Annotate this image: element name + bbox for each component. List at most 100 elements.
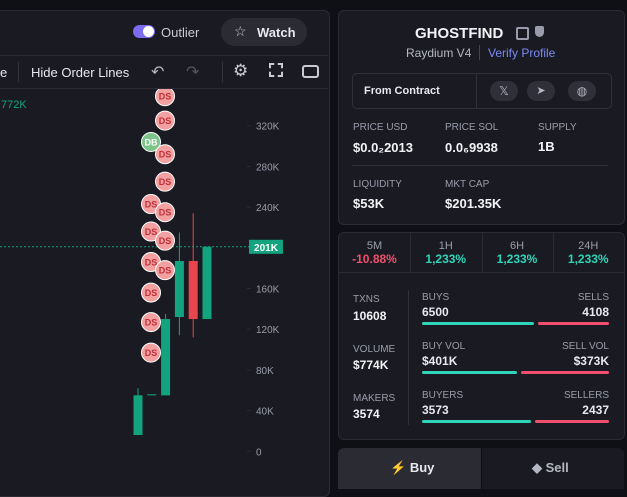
candle-body	[161, 319, 171, 396]
last-price-box	[249, 239, 283, 254]
separator	[18, 62, 19, 82]
token-name: GHOSTFIND	[415, 25, 504, 42]
buy-button[interactable]: ⚡ Buy	[338, 448, 481, 489]
stat-label: TXNS	[353, 294, 380, 305]
stat-label: MAKERS	[353, 393, 396, 404]
tab-label: 1H	[438, 240, 453, 252]
sell-label: ◆ Sell	[532, 460, 569, 475]
hide-order-lines[interactable]: Hide Order Lines	[31, 65, 130, 80]
copy-icon[interactable]	[516, 27, 529, 40]
separator	[222, 62, 223, 82]
stat-value: 3574	[353, 407, 380, 421]
trade-marker-label: DS	[159, 208, 172, 218]
trade-marker-label: DS	[145, 227, 158, 237]
stat-value: $53K	[353, 196, 385, 211]
stat-value: $373K	[573, 354, 609, 368]
trade-marker-label: DS	[159, 116, 172, 126]
trade-marker	[155, 110, 175, 131]
stat-value: $201.35K	[445, 196, 502, 211]
stat-label: SELLS	[577, 292, 609, 303]
tab-change: 1,233%	[496, 252, 538, 266]
outlier-label: Outlier	[161, 25, 200, 40]
volume-label: .772K	[0, 99, 27, 111]
star-icon: ☆	[234, 23, 247, 39]
stat-label: MKT CAP	[445, 179, 490, 190]
toolbar-item[interactable]: e	[0, 65, 8, 80]
candle-body	[133, 395, 143, 436]
trade-marker-label: DS	[145, 318, 158, 328]
trade-marker-label: DB	[145, 137, 158, 147]
stat-label: BUYERS	[422, 390, 464, 401]
trade-marker	[155, 171, 175, 192]
watch-label: Watch	[257, 25, 296, 40]
settings-icon[interactable]: ⚙	[233, 61, 249, 80]
sell-text: Sell	[545, 460, 569, 475]
ratio-bar	[534, 420, 609, 423]
last-price-label: 201K	[254, 243, 279, 254]
tab-label: 5M	[366, 240, 383, 252]
contract-label: From Contract	[364, 85, 440, 97]
outlier-toggle[interactable]	[133, 25, 155, 38]
stat-value: 1B	[538, 139, 555, 154]
stat-value: 2437	[582, 403, 609, 417]
trade-marker-label: DS	[145, 200, 158, 210]
candle-body	[147, 394, 157, 396]
buy-label: ⚡ Buy	[390, 460, 435, 475]
verify-link[interactable]: Verify Profile	[488, 46, 556, 60]
stat-value: $774K	[353, 358, 389, 372]
undo-icon[interactable]: ↶	[151, 64, 165, 81]
watch-button[interactable]: ☆ Watch	[221, 18, 307, 46]
ratio-bar	[520, 371, 609, 374]
stat-value: 3573	[422, 403, 449, 417]
trade-marker-label: DS	[159, 266, 172, 276]
trade-marker	[155, 230, 175, 251]
stat-label: LIQUIDITY	[353, 179, 402, 190]
divider	[352, 165, 608, 166]
buy-text: Buy	[409, 460, 435, 475]
tab-label: 6H	[509, 240, 525, 252]
stat-value: 4108	[582, 305, 609, 319]
y-tick-label: 160K	[256, 285, 280, 296]
y-tick-label: 40K	[256, 407, 274, 418]
contract-box	[352, 73, 612, 109]
ratio-bar	[422, 322, 535, 325]
ratio-bar	[422, 420, 531, 423]
redo-icon[interactable]: ↷	[186, 64, 200, 81]
dex: Raydium V4	[406, 46, 472, 60]
trade-marker	[155, 202, 175, 223]
stat-label: PRICE SOL	[445, 122, 499, 133]
fullscreen-icon[interactable]	[269, 63, 283, 77]
separator	[476, 74, 477, 108]
chart: .772K -40000040K80K120K160K200K240K280K3…	[0, 89, 288, 489]
telegram-link[interactable]: ➤	[527, 81, 555, 101]
sell-button[interactable]: ◆ Sell	[482, 448, 624, 489]
stat-value: 0.0₆9938	[445, 140, 498, 155]
y-tick-label: 280K	[256, 162, 280, 173]
separator	[479, 45, 480, 60]
divider	[0, 55, 328, 56]
y-tick-label: 240K	[256, 203, 280, 214]
tab-change: -10.88%	[352, 252, 397, 266]
trade-marker	[155, 144, 175, 165]
trade-marker-label: DS	[145, 258, 158, 268]
ratio-bar	[538, 322, 609, 325]
stat-label: SELLERS	[563, 390, 609, 401]
y-tick-label: 320K	[256, 122, 280, 133]
stat-label: VOLUME	[353, 344, 396, 355]
shield-icon	[535, 26, 544, 37]
trade-marker	[141, 282, 161, 303]
divider	[339, 272, 624, 273]
trade-marker	[141, 131, 161, 152]
trade-marker	[141, 342, 161, 363]
x-link[interactable]: 𝕏	[490, 81, 518, 101]
web-link[interactable]: ◍	[568, 81, 596, 101]
trade-marker	[141, 221, 161, 242]
stat-label: BUY VOL	[422, 341, 466, 352]
trade-marker-label: DS	[159, 177, 172, 187]
trade-marker-label: DS	[145, 288, 158, 298]
y-tick-label: 0	[256, 447, 262, 458]
stat-value: 6500	[422, 305, 449, 319]
separator	[481, 233, 483, 272]
trade-marker-label: DS	[159, 236, 172, 246]
camera-icon[interactable]	[302, 65, 319, 78]
